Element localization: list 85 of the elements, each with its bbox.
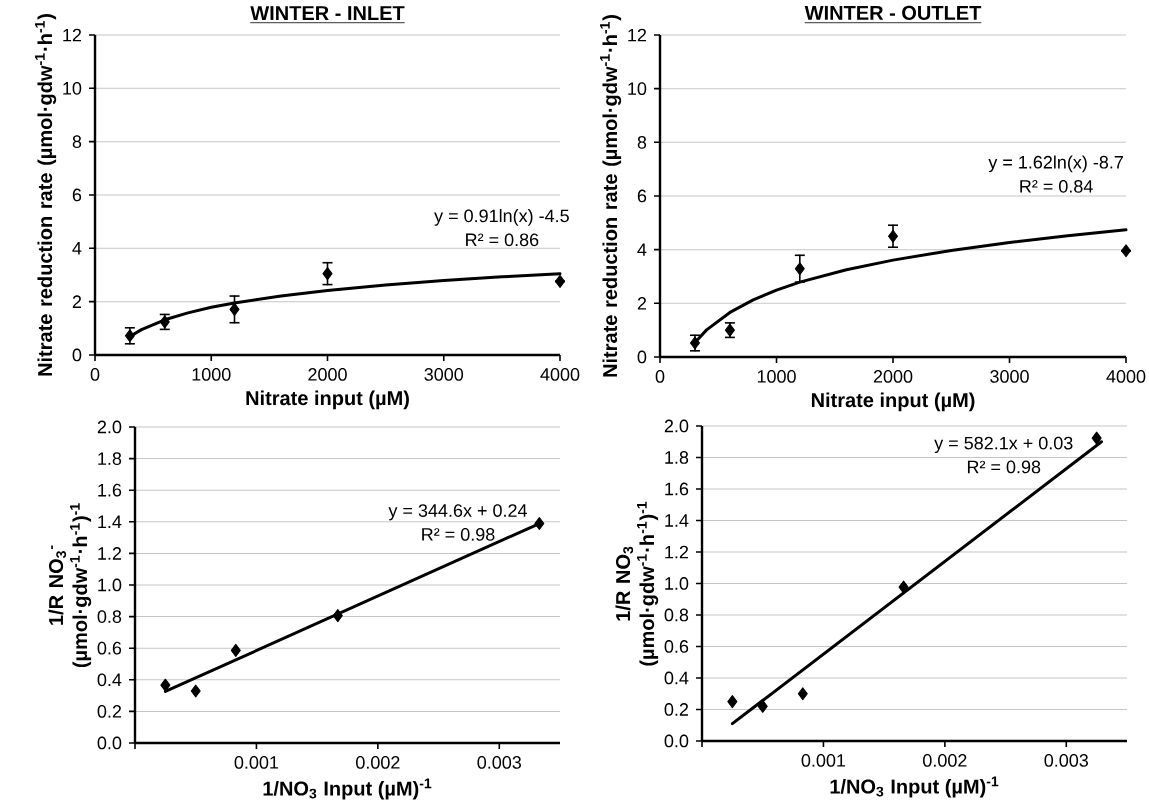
y-tick-label: 12 xyxy=(63,28,82,42)
y-tick-label: 0 xyxy=(72,348,82,362)
annotation: R² = 0.86 xyxy=(466,233,539,247)
annotation: R² = 0.98 xyxy=(422,528,495,541)
x-tick-label: 1000 xyxy=(757,370,796,383)
point xyxy=(555,274,565,288)
y-tick-label: 4 xyxy=(72,242,82,255)
y-tick-label: 0.8 xyxy=(664,608,689,622)
y-tick-label: 0.0 xyxy=(97,736,122,750)
y-tick-label: 1.8 xyxy=(98,452,122,465)
y-tick-label: 2 xyxy=(72,295,82,308)
x-axis-title: 1/NO$_{3}$ Input (µM)$^{-1}$ xyxy=(830,776,999,798)
x-tick-label: 0 xyxy=(655,370,665,383)
y-tick-label: 2 xyxy=(637,297,647,310)
x-tick-label: 0.002 xyxy=(356,756,400,769)
x-tick-label: 2000 xyxy=(308,368,347,381)
x-tick-label: 4000 xyxy=(1106,370,1146,383)
y-tick-label: 0.6 xyxy=(97,641,122,655)
point xyxy=(797,687,808,701)
annotation: y = 0.91ln(x) -4.5 xyxy=(434,208,569,226)
y-tick-label: 8 xyxy=(72,135,82,149)
point xyxy=(757,699,768,713)
y-tick-label: 1.8 xyxy=(665,451,689,464)
y-tick-label: 1.0 xyxy=(98,578,122,592)
x-tick-label: 1000 xyxy=(192,368,231,381)
y-tick-label: 10 xyxy=(628,82,647,96)
x-tick-label: 0.001 xyxy=(801,754,846,767)
y-tick-label: 1.2 xyxy=(665,545,689,559)
y-tick-label: 10 xyxy=(63,81,82,95)
x-axis-title: Nitrate input (µM) xyxy=(811,392,975,412)
y-tick-label: 1.4 xyxy=(665,514,689,527)
y-tick-label: 2.0 xyxy=(664,419,689,433)
x-axis-title: Nitrate input (µM) xyxy=(246,390,409,410)
y-tick-label: 8 xyxy=(637,135,647,149)
y-tick-label: 0.2 xyxy=(97,705,122,718)
point xyxy=(332,609,343,623)
x-axis-title: 1/NO$_{3}$ Input (µM)$^{-1}$ xyxy=(263,778,432,800)
y-tick-label: 12 xyxy=(628,28,647,42)
y-tick-label: 6 xyxy=(637,189,647,203)
y-tick-label: 0.2 xyxy=(664,703,689,716)
point xyxy=(322,267,333,281)
point xyxy=(190,684,201,698)
x-tick-label: 0.003 xyxy=(1044,754,1089,767)
annotation: y = 582.1x + 0.03 xyxy=(934,436,1073,454)
y-tick-label: 0.4 xyxy=(97,673,122,687)
text: 1/R NO$_{3}$- (µmol·gdw$^{-1}$·h$^{-1}$)$^{-1}$ xyxy=(48,503,92,668)
point xyxy=(534,517,545,531)
annotation: R² = 0.98 xyxy=(967,460,1041,474)
y-tick-label: 1.6 xyxy=(98,483,122,497)
annotation: y = 1.62ln(x) -8.7 xyxy=(988,155,1123,173)
x-tick-label: 0.003 xyxy=(477,756,522,769)
x-tick-label: 0.001 xyxy=(234,756,279,769)
y-tick-label: 1.6 xyxy=(665,482,689,496)
point xyxy=(1091,431,1102,445)
x-tick-label: 0.002 xyxy=(923,754,967,767)
y-tick-label: 0.4 xyxy=(664,671,689,685)
y-tick-label: 0 xyxy=(637,350,647,364)
y-tick-label: 1.4 xyxy=(98,515,122,528)
point xyxy=(888,229,899,243)
point xyxy=(1121,244,1131,258)
y-tick-label: 0.6 xyxy=(664,640,689,653)
x-tick-label: 4000 xyxy=(540,368,580,381)
point xyxy=(727,695,738,709)
y-tick-label: 6 xyxy=(72,188,82,202)
point xyxy=(229,302,240,316)
y-axis-title: Nitrate reduction rate (µmol·gdw$^{-1}$·h$^{-1}$) xyxy=(600,14,622,377)
x-tick-label: 2000 xyxy=(873,370,913,383)
annotation: y = 344.6x + 0.24 xyxy=(388,504,527,521)
chart-title: WINTER - OUTLET xyxy=(804,5,982,20)
chart-title: WINTER - INLET xyxy=(250,6,405,20)
y-tick-label: 4 xyxy=(637,243,647,256)
point xyxy=(898,580,909,594)
annotation: R² = 0.84 xyxy=(1020,179,1093,193)
y-tick-label: 2.0 xyxy=(97,420,122,434)
x-tick-label: 3000 xyxy=(424,368,464,381)
point xyxy=(794,262,805,276)
x-tick-label: 3000 xyxy=(990,370,1029,383)
y-tick-label: 0.0 xyxy=(664,734,689,748)
point xyxy=(160,678,171,692)
y-tick-label: 1.2 xyxy=(98,547,122,560)
y-axis-title: 1/R NO$_{3}$ (µmol·gdw$^{-1}$·h$^{-1}$)$^{-1}$ xyxy=(615,501,659,666)
y-axis-title: Nitrate reduction rate (µmol·gdw$^{-1}$·h$^{-1}$) xyxy=(35,13,57,376)
point xyxy=(230,643,241,657)
y-tick-label: 0.8 xyxy=(97,610,122,623)
y-tick-label: 1.0 xyxy=(665,577,689,590)
